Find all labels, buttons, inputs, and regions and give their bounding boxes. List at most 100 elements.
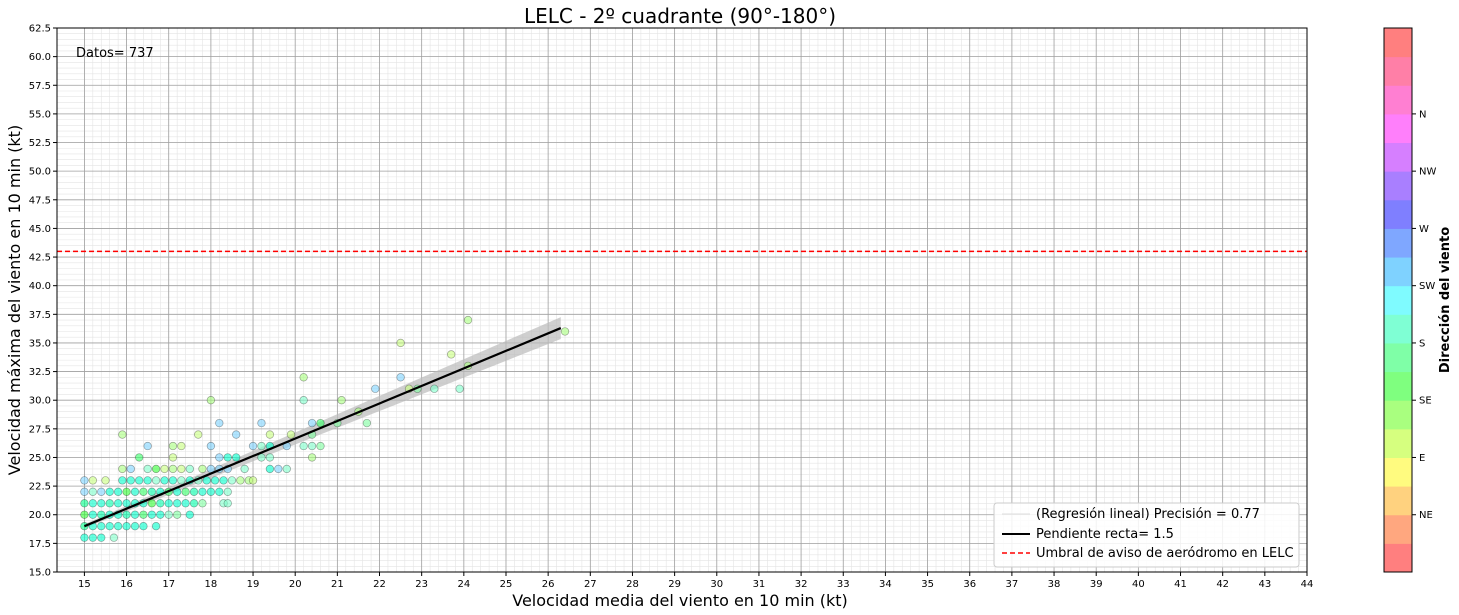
- scatter-point: [122, 487, 131, 496]
- colorbar-tick-label: W: [1419, 224, 1429, 235]
- scatter-point: [173, 510, 182, 519]
- scatter-point: [88, 487, 97, 496]
- scatter-point: [135, 476, 144, 485]
- scatter-point: [560, 327, 570, 336]
- scatter-point: [206, 441, 216, 451]
- x-tick-label: 15: [78, 579, 91, 590]
- scatter-point: [232, 430, 241, 439]
- scatter-point: [248, 476, 258, 485]
- colorbar-segment: [1384, 314, 1412, 344]
- scatter-point: [206, 487, 216, 496]
- scatter-point: [198, 464, 207, 474]
- scatter-point: [274, 464, 283, 474]
- colorbar-segment: [1384, 171, 1412, 201]
- scatter-point: [185, 510, 194, 519]
- scatter-point: [147, 510, 157, 519]
- scatter-point: [80, 476, 89, 485]
- colorbar-segment: [1384, 428, 1412, 458]
- scatter-point: [118, 430, 127, 439]
- colorbar-tick-label: E: [1419, 453, 1425, 464]
- y-axis-label: Velocidad máxima del viento en 10 min (k…: [5, 125, 24, 475]
- x-ticks: 15 16 17 18 19 20 21 22 23 24 25 26 27 28 29 30 31 32 33 34…: [78, 572, 1313, 590]
- scatter-point: [80, 533, 89, 542]
- legend-fit-label: (Regresión lineal) Precisión = 0.77: [1036, 507, 1260, 522]
- x-tick-label: 28: [626, 579, 639, 590]
- y-tick-label: 32.5: [29, 367, 51, 378]
- scatter-point: [316, 441, 325, 451]
- scatter-point: [88, 533, 97, 542]
- y-tick-label: 47.5: [29, 195, 51, 206]
- colorbar-segment: [1384, 514, 1412, 544]
- scatter-point: [164, 510, 173, 519]
- scatter-point: [181, 499, 190, 508]
- legend-threshold-label: Umbral de aviso de aeródromo en LELC: [1036, 546, 1294, 561]
- scatter-point: [307, 441, 317, 451]
- scatter-point: [299, 373, 308, 382]
- x-tick-label: 16: [120, 579, 133, 590]
- scatter-point: [156, 499, 165, 508]
- scatter-point: [168, 464, 178, 474]
- scatter-point: [194, 430, 203, 439]
- colorbar-segment: [1384, 257, 1412, 287]
- y-tick-label: 20.0: [29, 510, 51, 521]
- x-tick-label: 38: [1048, 579, 1061, 590]
- scatter-point: [164, 499, 173, 508]
- y-tick-label: 40.0: [29, 281, 51, 292]
- colorbar-tick-label: N: [1419, 109, 1426, 120]
- scatter-point: [265, 430, 275, 439]
- chart-title: LELC - 2º cuadrante (90°-180°): [524, 4, 836, 28]
- scatter-point: [151, 464, 161, 474]
- y-tick-label: 62.5: [29, 24, 51, 35]
- x-tick-label: 20: [289, 579, 302, 590]
- scatter-point: [396, 338, 405, 348]
- scatter-point: [105, 499, 114, 508]
- scatter-point: [286, 430, 296, 439]
- scatter-point: [139, 487, 148, 496]
- scatter-point: [151, 476, 161, 485]
- scatter-point: [80, 510, 89, 519]
- x-tick-label: 32: [795, 579, 808, 590]
- x-tick-label: 37: [1006, 579, 1019, 590]
- y-tick-label: 55.0: [29, 109, 51, 120]
- scatter-point: [189, 499, 199, 508]
- scatter-point: [118, 476, 127, 485]
- y-tick-label: 25.0: [29, 453, 51, 464]
- x-tick-label: 39: [1090, 579, 1103, 590]
- colorbar-tick-label: NW: [1419, 167, 1436, 178]
- scatter-point: [299, 441, 308, 451]
- colorbar-segment: [1384, 199, 1412, 229]
- colorbar-segment: [1384, 543, 1412, 573]
- y-tick-label: 27.5: [29, 424, 51, 435]
- scatter-point: [139, 522, 148, 531]
- scatter-point: [257, 441, 266, 451]
- scatter-point: [362, 418, 372, 428]
- scatter-point: [447, 350, 456, 359]
- x-tick-label: 18: [205, 579, 218, 590]
- scatter-point: [223, 453, 232, 462]
- minor-grid: [57, 27, 1308, 573]
- y-tick-label: 50.0: [29, 167, 51, 178]
- colorbar-tick-label: SW: [1419, 281, 1435, 292]
- scatter-point: [122, 522, 131, 531]
- x-tick-label: 24: [457, 579, 470, 590]
- scatter-point: [105, 522, 114, 531]
- colorbar-segment: [1384, 228, 1412, 258]
- scatter-point: [143, 476, 152, 485]
- scatter-point: [227, 476, 237, 485]
- scatter-point: [130, 510, 140, 519]
- y-tick-label: 42.5: [29, 253, 51, 264]
- colorbar-segment: [1384, 400, 1412, 430]
- x-tick-label: 19: [247, 579, 260, 590]
- scatter-point: [113, 522, 123, 531]
- scatter-point: [97, 499, 106, 508]
- scatter-point: [130, 522, 140, 531]
- scatter-point: [177, 476, 186, 485]
- scatter-point: [160, 476, 169, 485]
- x-tick-label: 22: [373, 579, 386, 590]
- scatter-point: [88, 476, 97, 485]
- y-ticks: 15.0 17.5 20.0 22.5 25.0 27.5 30.0 32.5 35.0 37.5…: [29, 24, 57, 579]
- x-tick-label: 41: [1174, 579, 1187, 590]
- data-count-annotation: Datos= 737: [76, 46, 154, 61]
- x-tick-label: 34: [879, 579, 892, 590]
- colorbar-segment: [1384, 142, 1412, 172]
